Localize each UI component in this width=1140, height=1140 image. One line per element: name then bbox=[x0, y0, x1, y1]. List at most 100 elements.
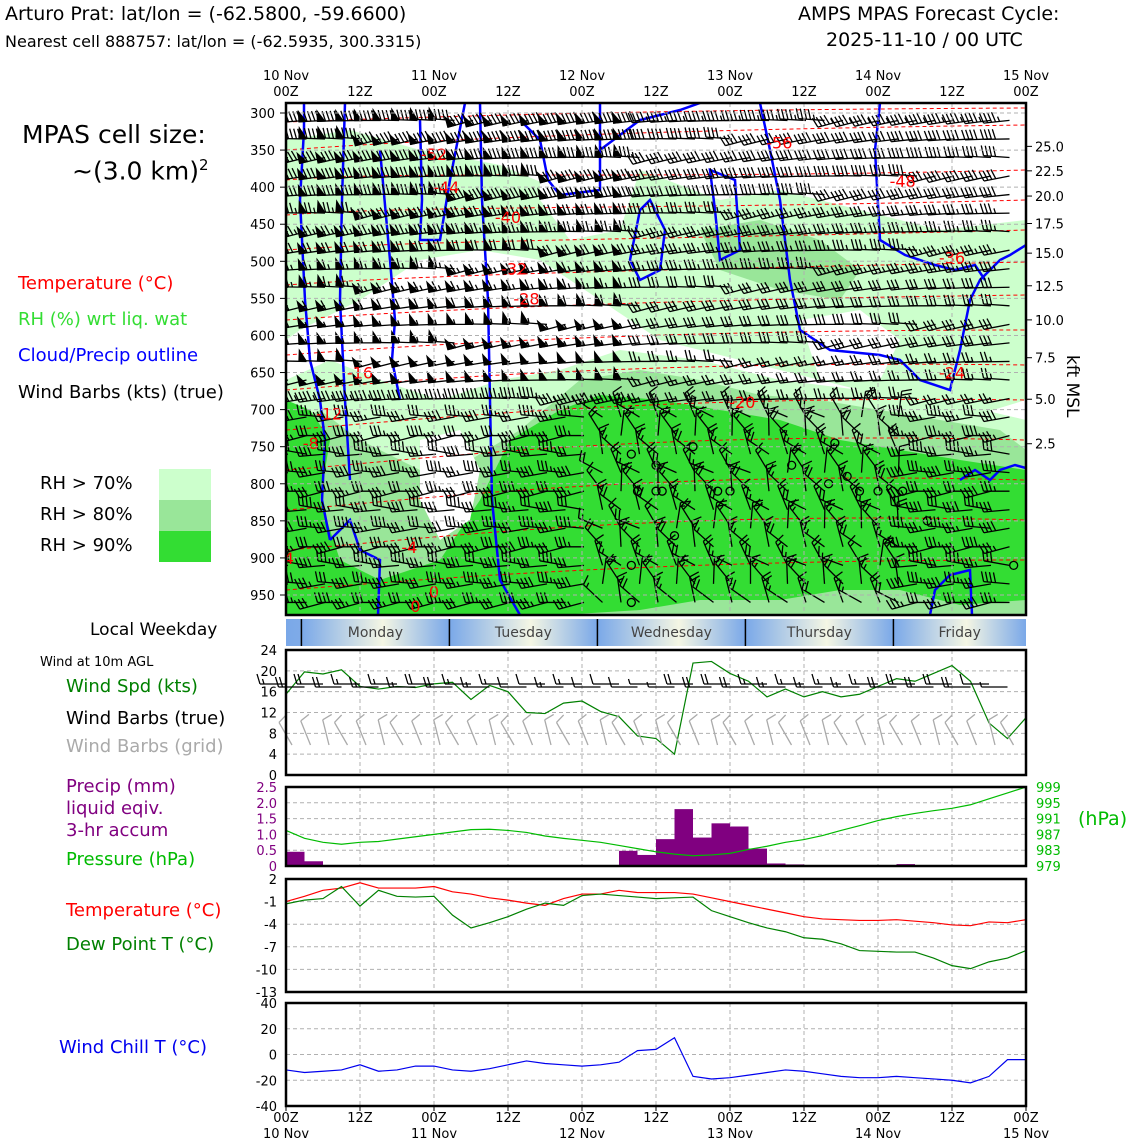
wind-barb-pennant bbox=[575, 350, 585, 364]
wind-barb-pennant bbox=[520, 294, 530, 307]
wind-barb-half bbox=[656, 401, 660, 407]
wind-barb-pennant bbox=[316, 125, 326, 139]
wind-barb-flag bbox=[566, 221, 571, 232]
wind-barb-flag bbox=[524, 577, 530, 588]
wind-barb-flag bbox=[579, 187, 586, 198]
wind-barb-flag bbox=[946, 130, 952, 141]
wind-barb-flag bbox=[278, 571, 280, 581]
wind-barb-flag bbox=[387, 502, 393, 513]
wind-barb-flag bbox=[669, 127, 674, 139]
wind-barb-staff bbox=[465, 416, 492, 423]
wind-barb-flag bbox=[647, 202, 652, 213]
wind-barb-flag bbox=[342, 224, 349, 235]
wind-barb-half bbox=[623, 282, 627, 288]
wind-barb-flag bbox=[738, 316, 744, 327]
top-hour-label: 00Z bbox=[717, 85, 743, 100]
wind-barb-half bbox=[766, 377, 771, 383]
wind-barb-flag bbox=[653, 243, 660, 254]
wind-barb-half bbox=[711, 378, 715, 384]
wind-barb-flag bbox=[769, 166, 775, 177]
wind-barb-flag bbox=[467, 439, 471, 451]
wind-barb-flag bbox=[302, 168, 308, 179]
wind-barb-half bbox=[655, 396, 660, 402]
wind-barb-half bbox=[726, 577, 732, 582]
wind-barb-flag bbox=[849, 355, 855, 366]
wind-barb-pennant bbox=[427, 238, 437, 252]
wind-barb-flag bbox=[950, 501, 956, 512]
wind-barb-flag bbox=[528, 130, 534, 141]
wind-barb-flag bbox=[631, 244, 637, 255]
wind-barb-flag bbox=[452, 516, 456, 527]
wind-barb-flag bbox=[848, 339, 856, 350]
wind-barb-flag bbox=[536, 571, 541, 582]
wind-barb-flag bbox=[633, 713, 643, 722]
wind-barb-staff bbox=[502, 509, 529, 513]
wind-barb-flag bbox=[395, 501, 401, 512]
wind-barb-flag bbox=[836, 387, 841, 399]
wind-barb-flag bbox=[732, 167, 738, 178]
wind-barb-flag bbox=[564, 244, 571, 254]
wind-barb-flag bbox=[875, 522, 880, 534]
wind-barb-pennant bbox=[296, 225, 308, 239]
wind-barb-flag bbox=[766, 331, 771, 343]
wind-barb-staff bbox=[797, 577, 807, 603]
wind-barb-flag bbox=[459, 165, 464, 177]
wind-barb-half bbox=[735, 413, 740, 420]
wind-barb-flag bbox=[741, 357, 749, 368]
pressure-tick-label: 600 bbox=[250, 329, 275, 344]
wind-barb-flag bbox=[973, 129, 978, 140]
wind-barb-half bbox=[761, 681, 765, 688]
wind-barb-flag bbox=[886, 557, 892, 568]
wind-barb-flag bbox=[797, 207, 804, 218]
wind-barb-flag bbox=[320, 431, 327, 441]
wind-barb-flag bbox=[542, 171, 549, 182]
wind-barb-staff bbox=[558, 490, 585, 499]
wind-barb-flag bbox=[622, 461, 630, 472]
wind-barb-flag bbox=[408, 598, 416, 609]
wind-barb-flag bbox=[927, 352, 933, 364]
wind-barb-flag bbox=[943, 460, 948, 471]
wind-barb-staff bbox=[653, 403, 677, 418]
wind-barb-flag bbox=[760, 282, 767, 293]
wind-barb-flag bbox=[330, 128, 335, 139]
wind-barb-flag bbox=[696, 406, 707, 411]
wind-barb-flag bbox=[667, 714, 676, 723]
wind-barb-flag bbox=[538, 394, 545, 405]
wind-barb-flag bbox=[561, 204, 567, 215]
wind-barb-flag bbox=[746, 241, 752, 252]
wind-barb-flag bbox=[816, 297, 822, 308]
wind-barb-flag bbox=[639, 111, 645, 122]
wind-barb-flag bbox=[311, 676, 317, 688]
wind-barb-half bbox=[716, 206, 719, 213]
wind-barb-staff bbox=[286, 509, 307, 513]
wind-barb-half bbox=[843, 472, 847, 478]
wind-barb-half bbox=[309, 281, 312, 287]
wind-barb-flag bbox=[263, 426, 266, 436]
wind-barb-pennant bbox=[370, 133, 382, 147]
wind-barb-half bbox=[789, 245, 793, 251]
wind-barb-flag bbox=[384, 149, 390, 160]
wind-barb-flag bbox=[561, 278, 567, 289]
wind-barb-flag bbox=[742, 373, 748, 384]
wind-barb-staff bbox=[761, 267, 788, 270]
wind-barb-flag bbox=[348, 184, 353, 195]
wind-barb-flag bbox=[757, 315, 763, 326]
wind-barb-flag bbox=[420, 131, 427, 142]
wind-barb-flag bbox=[433, 182, 438, 194]
wind-barb-staff bbox=[428, 416, 455, 423]
wind-barb-flag bbox=[762, 575, 773, 582]
wind-barb-pennant bbox=[536, 319, 549, 332]
wind-barb-staff bbox=[488, 719, 497, 746]
wind-barb-flag bbox=[720, 168, 726, 179]
wind-barb-flag bbox=[729, 460, 741, 466]
wind-barb-flag bbox=[362, 184, 368, 195]
wind-barb-flag bbox=[345, 516, 349, 528]
wind-barb-flag bbox=[362, 389, 368, 400]
wind-barb-flag bbox=[626, 303, 634, 313]
wind-barb-flag bbox=[710, 333, 715, 344]
wind-barb-flag bbox=[702, 534, 712, 542]
wind-barb-flag bbox=[942, 204, 948, 215]
wind-barb-staff bbox=[909, 509, 936, 513]
wind-barb-flag bbox=[783, 430, 788, 441]
wind-barb-flag bbox=[306, 556, 312, 567]
